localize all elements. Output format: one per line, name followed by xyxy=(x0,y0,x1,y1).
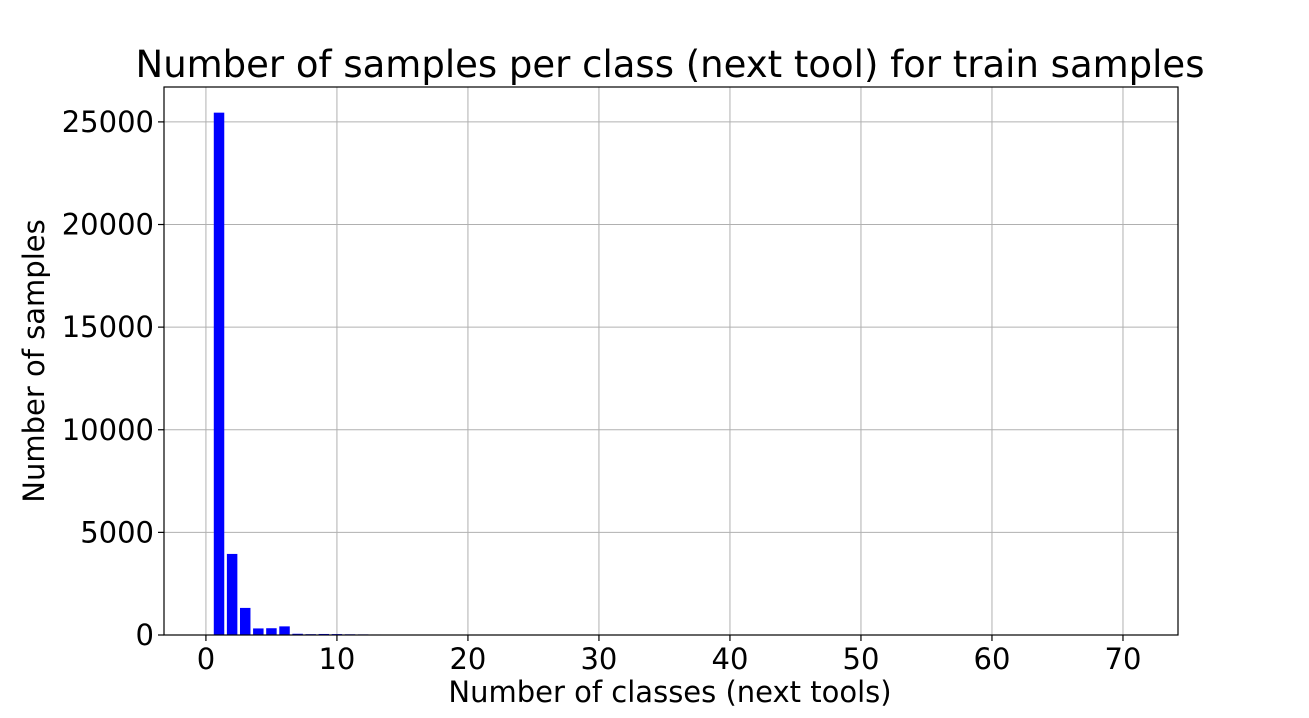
bar-class-5 xyxy=(266,628,277,635)
y-tick-label: 10000 xyxy=(62,413,154,447)
x-tick-label: 70 xyxy=(1105,642,1142,676)
y-tick-label: 0 xyxy=(136,618,154,652)
bar-class-4 xyxy=(253,628,264,635)
y-axis-label: Number of samples xyxy=(17,219,51,502)
plot-frame xyxy=(163,86,1179,636)
bar-class-7 xyxy=(292,633,303,635)
y-tick-label: 20000 xyxy=(62,208,154,242)
chart-title: Number of samples per class (next tool) … xyxy=(136,43,1205,86)
x-tick-label: 20 xyxy=(449,642,486,676)
y-tick-label: 25000 xyxy=(62,105,154,139)
bar-class-3 xyxy=(239,607,251,635)
axis-ticks: 0 10 20 30 40 50 60 70 0 5000 10000 15000 20000 25000 xyxy=(62,105,1142,676)
y-tick-label: 15000 xyxy=(62,310,154,344)
x-axis-label: Number of classes (next tools) xyxy=(448,675,891,709)
bar-class-2 xyxy=(226,553,238,635)
x-tick-label: 40 xyxy=(712,642,749,676)
x-tick-label: 50 xyxy=(843,642,880,676)
bar-class-6 xyxy=(279,626,290,635)
y-tick-label: 5000 xyxy=(80,515,154,549)
x-tick-label: 60 xyxy=(974,642,1011,676)
bar-class-1 xyxy=(213,112,225,635)
x-tick-label: 0 xyxy=(197,642,215,676)
x-tick-label: 10 xyxy=(318,642,355,676)
x-tick-label: 30 xyxy=(580,642,617,676)
grid-lines xyxy=(164,87,1178,636)
